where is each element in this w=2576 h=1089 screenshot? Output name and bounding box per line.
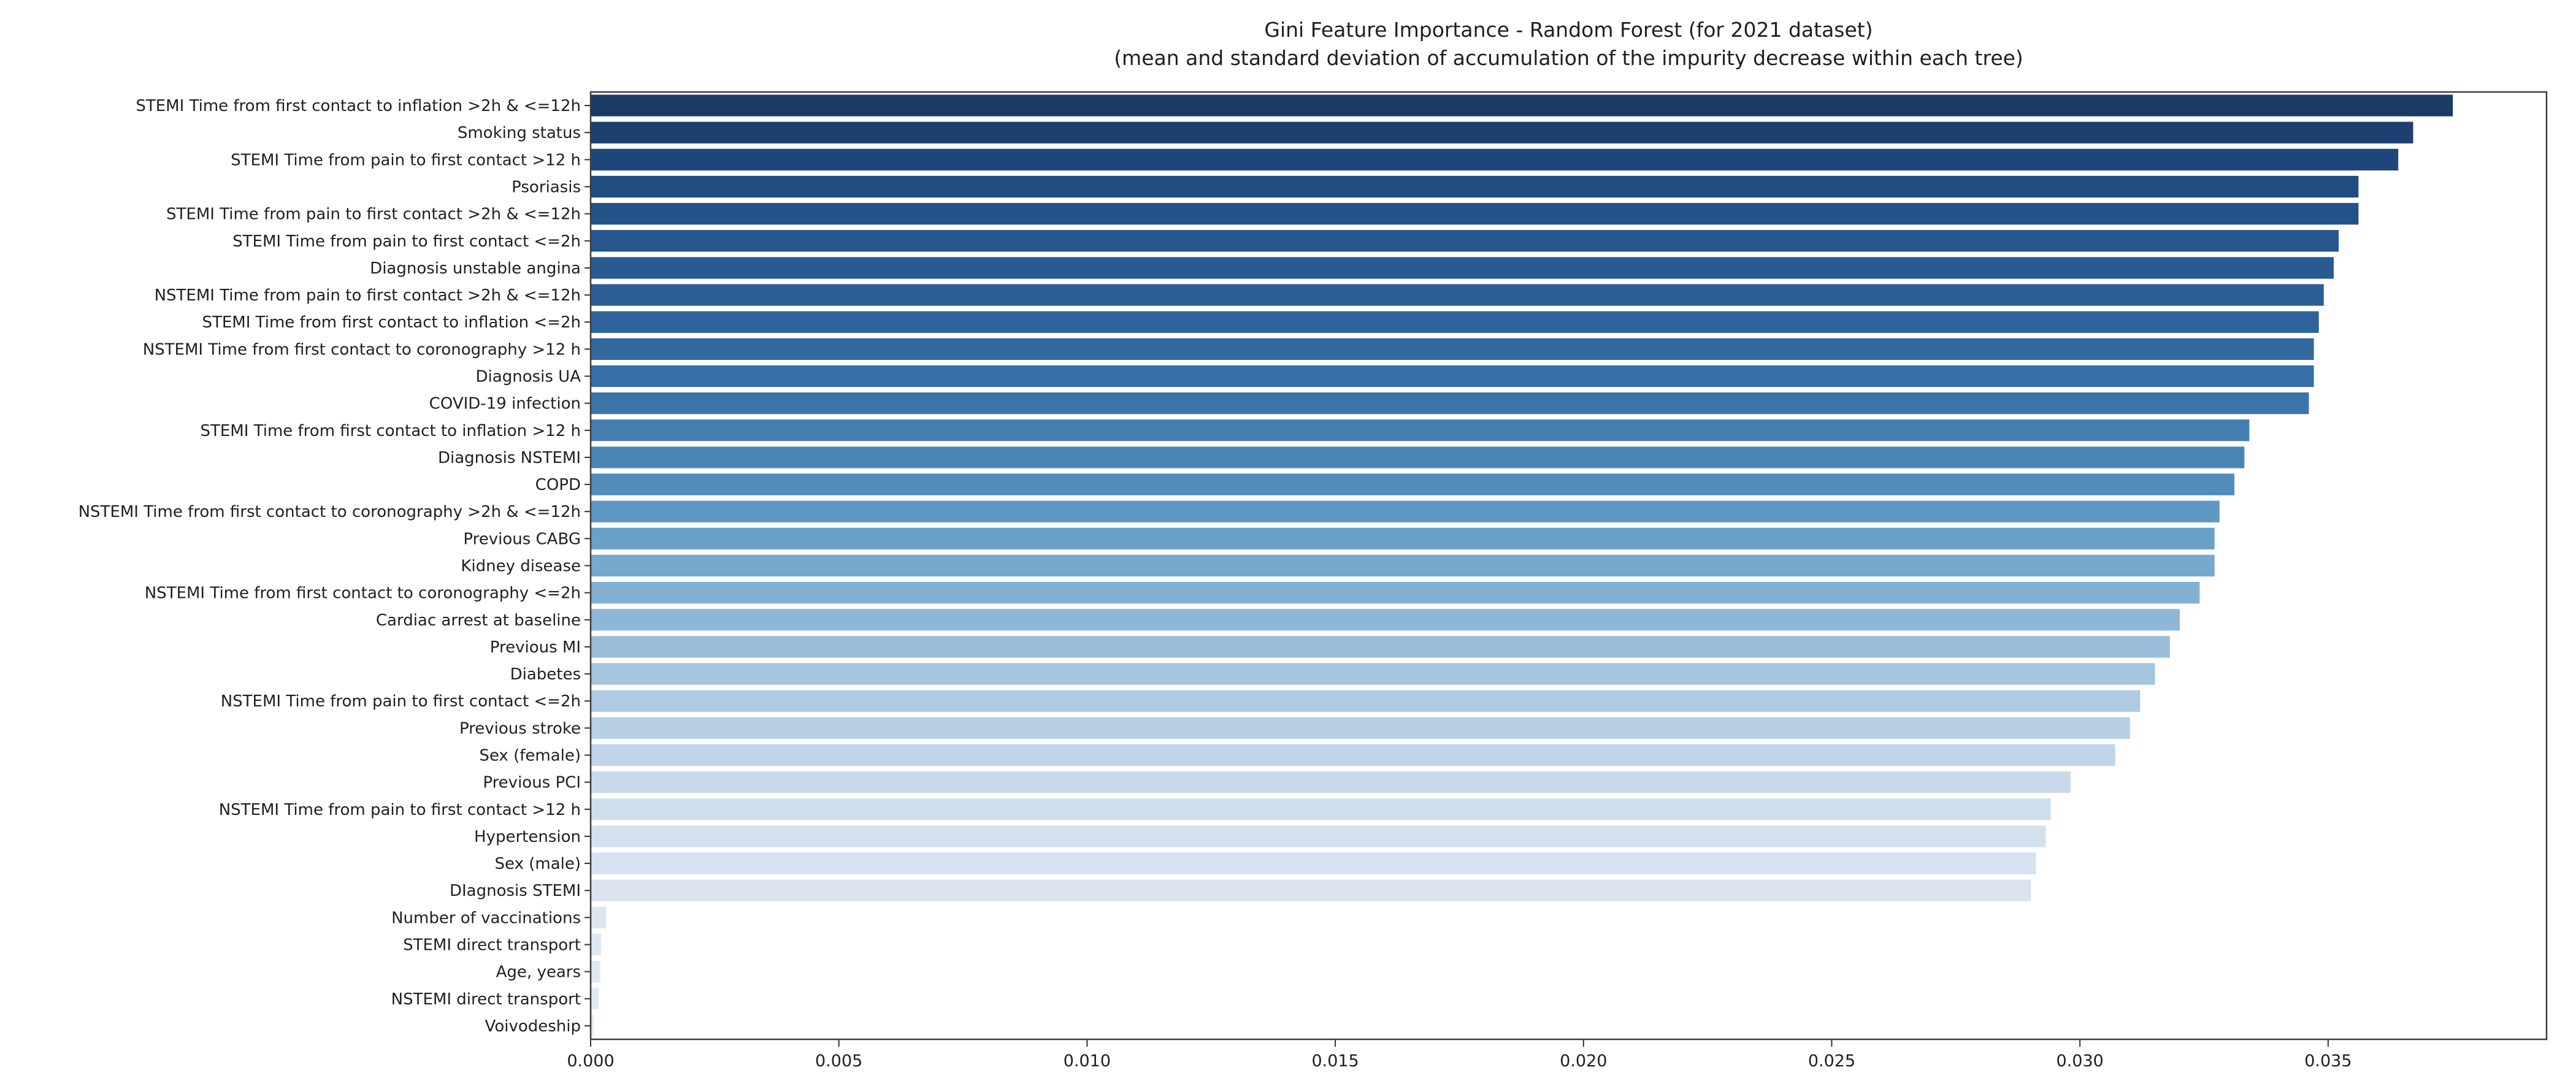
bar: [591, 419, 2250, 441]
bar: [591, 717, 2131, 739]
y-tick-label: STEMI Time from first contact to inflati…: [136, 97, 581, 115]
bar: [591, 690, 2141, 712]
y-tick-label: STEMI Time from first contact to inflati…: [202, 313, 581, 332]
bar: [591, 338, 2314, 360]
bar: [591, 961, 600, 983]
bar: [591, 609, 2180, 631]
bar: [591, 175, 2359, 198]
x-tick-label: 0.025: [1808, 1052, 1855, 1071]
y-tick-label: COPD: [535, 476, 581, 494]
x-tick-label: 0.020: [1560, 1052, 1607, 1071]
y-tick-label: NSTEMI Time from pain to first contact >…: [219, 801, 581, 819]
bar: [591, 663, 2155, 685]
bar: [591, 203, 2359, 225]
bar: [591, 825, 2046, 847]
y-tick-label: STEMI direct transport: [403, 936, 581, 955]
y-tick-label: Smoking status: [458, 124, 581, 142]
x-tick-label: 0.035: [2304, 1052, 2352, 1071]
y-tick-label: COVID-19 infection: [429, 395, 581, 413]
y-tick-label: STEMI Time from pain to first contact >2…: [166, 205, 581, 224]
y-tick-label: Diabetes: [510, 665, 581, 684]
y-tick-label: NSTEMI Time from pain to first contact <…: [221, 692, 581, 711]
bar: [591, 988, 599, 1010]
bar: [591, 230, 2339, 252]
y-tick-label: Voivodeship: [485, 1017, 581, 1036]
y-tick-label: Diagnosis NSTEMI: [438, 449, 581, 467]
bar: [591, 879, 2031, 901]
y-tick-label: Previous MI: [490, 638, 581, 657]
y-tick-label: STEMI Time from first contact to inflati…: [200, 422, 581, 440]
bar: [591, 771, 2071, 793]
y-tick-label: NSTEMI Time from first contact to corono…: [143, 340, 581, 359]
bar: [591, 365, 2314, 388]
bar: [591, 392, 2309, 415]
bar: [591, 148, 2399, 170]
y-tick-label: Sex (female): [479, 747, 581, 765]
bar: [591, 554, 2215, 577]
y-tick-label: NSTEMI Time from first contact to corono…: [79, 503, 581, 521]
y-tick-label: Psoriasis: [512, 178, 581, 197]
chart-title: Gini Feature Importance - Random Forest …: [1264, 18, 1873, 42]
x-tick-label: 0.030: [2057, 1052, 2104, 1071]
y-tick-label: Number of vaccinations: [391, 909, 581, 927]
y-tick-label: Diagnosis UA: [476, 368, 581, 386]
bar: [591, 500, 2220, 522]
y-tick-label: Diagnosis unstable angina: [370, 259, 581, 278]
chart-subtitle: (mean and standard deviation of accumula…: [1114, 45, 2023, 70]
bar: [591, 446, 2245, 468]
y-tick-label: Previous PCI: [483, 774, 581, 792]
bar: [591, 527, 2215, 549]
bar: [591, 311, 2319, 333]
bar: [591, 121, 2413, 143]
bar: [591, 852, 2036, 874]
plot-frame: [589, 91, 2548, 1041]
y-tick-label: Hypertension: [474, 828, 581, 846]
y-tick-label: DIagnosis STEMI: [450, 882, 581, 900]
x-tick-label: 0.010: [1064, 1052, 1111, 1071]
y-tick-label: Previous stroke: [459, 719, 581, 738]
bar: [591, 1015, 594, 1037]
bar: [591, 798, 2051, 820]
y-tick-label: NSTEMI direct transport: [391, 990, 581, 1009]
bar: [591, 582, 2200, 604]
x-tick-label: 0.000: [567, 1052, 614, 1071]
y-tick-label: NSTEMI Time from pain to first contact >…: [155, 286, 581, 305]
bar: [591, 257, 2334, 279]
y-tick-label: NSTEMI Time from first contact to corono…: [145, 584, 581, 603]
bar: [591, 473, 2235, 495]
y-tick-label: Sex (male): [495, 855, 581, 873]
chart-title-block: Gini Feature Importance - Random Forest …: [591, 16, 2547, 72]
bar: [591, 94, 2453, 117]
y-tick-label: STEMI Time from pain to first contact >1…: [231, 151, 581, 169]
x-tick-label: 0.015: [1311, 1052, 1359, 1071]
bar: [591, 933, 602, 956]
y-tick-label: Age, years: [496, 963, 581, 982]
bar: [591, 284, 2324, 306]
y-tick-label: Previous CABG: [463, 530, 581, 548]
y-tick-label: STEMI Time from pain to first contact <=…: [232, 232, 581, 251]
bar: [591, 636, 2170, 658]
y-tick-label: Kidney disease: [461, 557, 581, 576]
x-tick-label: 0.005: [815, 1052, 862, 1071]
y-tick-label: Cardiac arrest at baseline: [376, 611, 581, 630]
bar: [591, 744, 2115, 766]
bar: [591, 906, 607, 928]
